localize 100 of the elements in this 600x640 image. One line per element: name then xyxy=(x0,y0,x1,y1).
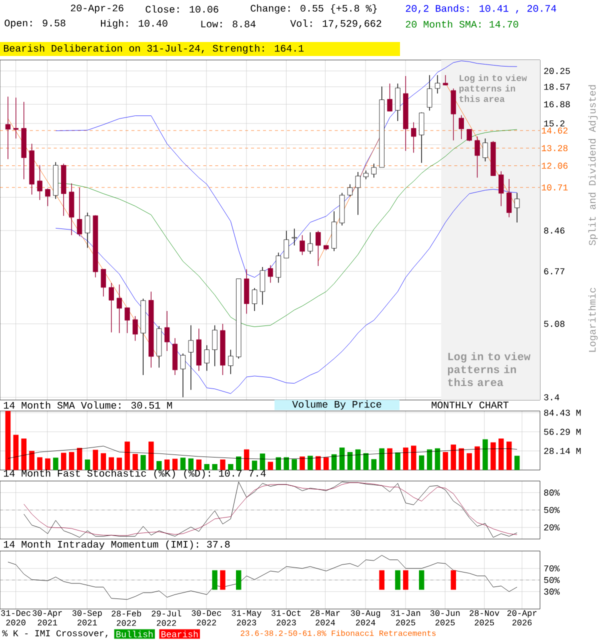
text: Bullish xyxy=(116,630,153,638)
candlestick xyxy=(419,112,424,164)
x-tick-label: 29-Jul 2022 xyxy=(152,610,182,626)
ref-line-label: 10.71 xyxy=(542,184,568,190)
x-tick-label: 28-Nov 2025 xyxy=(470,610,500,626)
band-label: Log in to view patterns in this area xyxy=(459,74,527,102)
chart-title: 14 Month SMA Volume: 30.51 M xyxy=(4,401,172,409)
y-tick-label: 3.4 xyxy=(544,394,560,400)
bar xyxy=(252,460,258,470)
bar xyxy=(418,455,424,470)
chart-title: 14 Month Fast Stochastic (%K) (%D): 10.7 7.4 xyxy=(4,469,266,479)
bar xyxy=(140,455,146,470)
bar xyxy=(379,448,384,470)
x-tick-label: 30-Aug 2024 xyxy=(350,610,380,626)
x-tick-label: 30-Apr 2021 xyxy=(32,610,62,626)
bar xyxy=(220,459,226,470)
x-tick-label: 31-May 2023 xyxy=(232,610,262,626)
x-tick-label: 20-Apr 2026 xyxy=(507,610,536,626)
bar xyxy=(387,448,392,470)
bar xyxy=(506,442,512,470)
candlestick xyxy=(45,188,50,206)
bar xyxy=(411,446,416,470)
candlestick xyxy=(69,183,74,236)
x-tick-label: 31-Oct 2023 xyxy=(272,610,301,626)
y-tick-label: 30% xyxy=(544,588,560,595)
text: Volume By Price xyxy=(292,400,382,410)
bar xyxy=(5,411,11,470)
bar xyxy=(108,457,114,470)
bar xyxy=(363,453,369,470)
bar xyxy=(498,438,504,470)
bar xyxy=(116,458,122,470)
bar xyxy=(180,458,186,470)
candlestick xyxy=(244,268,250,314)
bar xyxy=(37,457,42,470)
bar xyxy=(124,442,130,470)
bar xyxy=(29,450,34,470)
bar xyxy=(371,459,376,470)
bar xyxy=(92,450,98,470)
candlestick xyxy=(506,178,512,218)
bar xyxy=(188,458,194,470)
bar xyxy=(482,439,488,470)
candlestick xyxy=(450,88,456,141)
x-tick-label: 30-Sep 2021 xyxy=(72,610,102,626)
bar xyxy=(212,464,218,470)
candlestick xyxy=(180,353,186,398)
x-tick-label: 30-Jun 2025 xyxy=(430,610,460,626)
bar xyxy=(53,458,58,470)
bar xyxy=(76,448,82,470)
y-tick-label: 5.08 xyxy=(544,320,564,327)
bar xyxy=(331,454,337,470)
bar xyxy=(426,449,432,470)
candlestick xyxy=(5,96,11,160)
y-tick-label: 70% xyxy=(544,565,560,572)
candlestick xyxy=(442,74,448,86)
candlestick xyxy=(514,192,520,223)
bar xyxy=(13,434,19,470)
bar xyxy=(172,458,178,470)
candlestick xyxy=(363,170,368,180)
text: Close: 10.06 xyxy=(146,5,218,13)
candlestick xyxy=(339,192,345,226)
bar xyxy=(450,444,456,470)
y-tick-label: 18.57 xyxy=(544,84,570,90)
candlestick xyxy=(13,97,18,139)
legend-title: % K - IMI Crossover, xyxy=(2,630,108,638)
bar xyxy=(434,448,440,470)
text: Open: 9.58 xyxy=(4,20,66,28)
bar xyxy=(132,454,138,470)
bar xyxy=(284,457,289,470)
candlestick xyxy=(347,184,353,197)
y-tick-label: 50% xyxy=(544,506,560,514)
y-tick-label: 16.88 xyxy=(544,101,570,108)
candlestick xyxy=(156,326,162,368)
y-tick-label: 80% xyxy=(544,490,560,496)
bar xyxy=(68,452,74,470)
y-tick-label: 8.46 xyxy=(544,228,564,234)
candlestick xyxy=(276,252,281,284)
candlestick xyxy=(434,74,440,94)
bar xyxy=(300,456,305,470)
candlestick xyxy=(355,172,361,216)
candlestick xyxy=(84,212,90,248)
bar xyxy=(268,462,274,470)
bar xyxy=(347,452,353,470)
text: 20,2 Bands: 10.41 , 20.74 xyxy=(406,4,556,14)
x-tick-label: 31-Jan 2025 xyxy=(390,610,420,626)
text: Bearish xyxy=(161,630,198,638)
bar xyxy=(100,453,106,470)
bar xyxy=(61,452,66,470)
text: Low: 8.84 xyxy=(201,20,256,28)
candlestick xyxy=(21,102,26,180)
y-tick-label: 15.2 xyxy=(544,120,564,126)
bar xyxy=(403,448,408,470)
candlestick xyxy=(268,264,274,284)
bar xyxy=(204,464,210,470)
bar xyxy=(260,454,266,470)
candlestick xyxy=(172,338,178,376)
candlestick xyxy=(403,76,408,152)
ref-line-label: 12.06 xyxy=(542,162,568,169)
candlestick xyxy=(188,324,194,390)
bar xyxy=(458,448,464,470)
bar xyxy=(339,448,345,470)
